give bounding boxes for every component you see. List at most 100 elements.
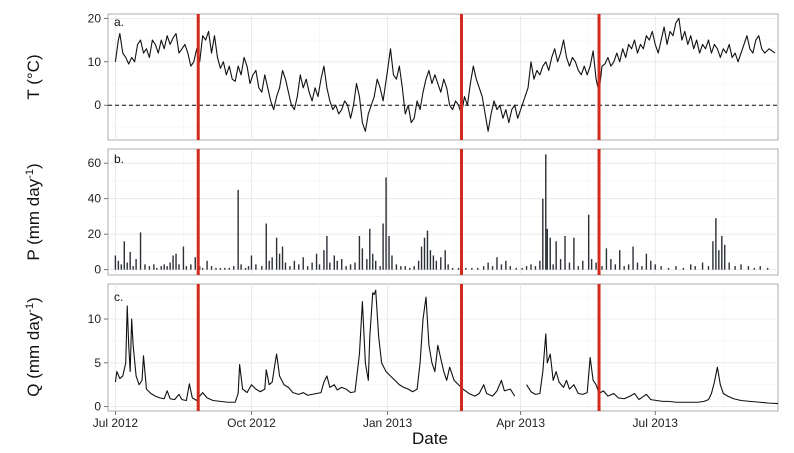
precip-bar xyxy=(614,264,617,270)
precip-bar xyxy=(210,266,213,270)
precip-bar xyxy=(206,260,208,270)
data-marks xyxy=(114,17,778,405)
precip-bar xyxy=(194,257,196,270)
precip-bar xyxy=(156,267,158,270)
panel-label-c: c. xyxy=(114,290,123,304)
grid-lines xyxy=(108,14,778,411)
precip-bar xyxy=(250,255,253,270)
precip-bar xyxy=(333,255,335,270)
precip-bar xyxy=(160,266,162,270)
precip-bar xyxy=(178,264,180,270)
precip-bar xyxy=(326,235,328,270)
precip-bar xyxy=(163,264,165,270)
panel-precipitation xyxy=(107,148,779,276)
precip-bar xyxy=(641,266,643,270)
x-tick-label: Apr 2013 xyxy=(496,416,545,430)
precip-bar xyxy=(734,266,736,270)
precip-bar xyxy=(417,260,420,270)
panel-temperature xyxy=(107,13,779,141)
precip-bar xyxy=(500,264,503,270)
y-tick-label: 0 xyxy=(94,98,101,112)
precip-bar xyxy=(645,253,648,270)
precip-bar xyxy=(440,257,442,270)
precip-bar xyxy=(496,257,498,270)
y-axis-title-precipitation: P (mm day-1) xyxy=(24,163,43,260)
precip-bar xyxy=(482,266,485,270)
precip-bar xyxy=(129,251,131,270)
precip-bar xyxy=(265,223,267,270)
precip-bar xyxy=(546,228,548,270)
y-tick-label: 20 xyxy=(88,11,102,25)
precip-bar xyxy=(552,264,554,270)
precip-bar xyxy=(278,253,281,270)
precip-bar xyxy=(766,267,769,270)
y-tick-label: 20 xyxy=(88,227,102,241)
precip-bar xyxy=(690,264,692,270)
precip-bar xyxy=(268,260,270,270)
precip-bar xyxy=(318,264,321,270)
precip-bar xyxy=(391,255,393,270)
precip-bar xyxy=(404,266,406,270)
y-axis-title-p-close: ) xyxy=(24,163,43,169)
precip-bar xyxy=(366,259,368,270)
precip-bar xyxy=(400,266,402,270)
precip-bar xyxy=(650,260,652,270)
precip-bar xyxy=(379,266,381,270)
precip-bar xyxy=(660,266,662,270)
precip-bar xyxy=(667,267,670,270)
y-axis-title-discharge: Q (mm day-1) xyxy=(24,297,43,397)
precip-bar xyxy=(275,237,278,270)
precip-bar xyxy=(568,262,571,270)
precip-bar xyxy=(619,250,621,270)
precip-bar xyxy=(471,267,473,270)
precip-bar xyxy=(228,267,230,270)
y-tick-label: 0 xyxy=(94,263,101,277)
precip-bar xyxy=(132,266,134,270)
precip-bar xyxy=(114,255,117,270)
precip-bar xyxy=(457,267,460,270)
precip-bar xyxy=(740,264,742,270)
precip-bar xyxy=(590,259,593,270)
precip-bar xyxy=(298,264,300,270)
precip-bar xyxy=(539,260,541,270)
precip-bar xyxy=(747,266,750,270)
precip-bar xyxy=(369,228,371,270)
precip-bar xyxy=(315,253,318,270)
y-tick-label: 40 xyxy=(88,192,102,206)
x-axis-title: Date xyxy=(412,429,448,448)
precip-bar xyxy=(675,266,677,270)
precip-bar xyxy=(247,266,250,270)
precip-bar xyxy=(388,235,390,270)
precip-bar xyxy=(587,214,590,270)
precip-bar xyxy=(382,223,384,270)
precip-bar xyxy=(521,267,523,270)
series-line-q xyxy=(114,289,516,403)
precip-bar xyxy=(595,262,597,270)
y-tick-label: 0 xyxy=(94,400,101,414)
precip-bar xyxy=(349,264,352,270)
precip-bar xyxy=(477,267,479,270)
precip-bar xyxy=(701,262,704,270)
precip-bar xyxy=(423,237,426,270)
precip-bar xyxy=(724,244,726,270)
precip-bar xyxy=(712,241,714,270)
series-line-q-1 xyxy=(526,333,778,405)
precip-bar xyxy=(361,248,364,270)
panel-label-b: b. xyxy=(114,152,124,166)
precip-bar xyxy=(261,266,263,270)
precip-bar xyxy=(627,264,630,270)
precip-bar xyxy=(281,246,284,270)
precip-bar xyxy=(515,267,517,270)
x-tick-label: Jan 2013 xyxy=(363,416,413,430)
precip-bar xyxy=(718,250,720,270)
precip-bar xyxy=(577,266,580,270)
precip-bar xyxy=(601,266,603,270)
precip-bar xyxy=(759,266,761,270)
precip-bar xyxy=(201,267,204,270)
precip-bar xyxy=(435,260,438,270)
precip-bar xyxy=(135,259,137,270)
precip-bar xyxy=(728,262,730,270)
y-axis-title-q-sup: -1 xyxy=(24,303,36,313)
precip-bar xyxy=(444,250,446,270)
precip-bar xyxy=(451,267,454,270)
